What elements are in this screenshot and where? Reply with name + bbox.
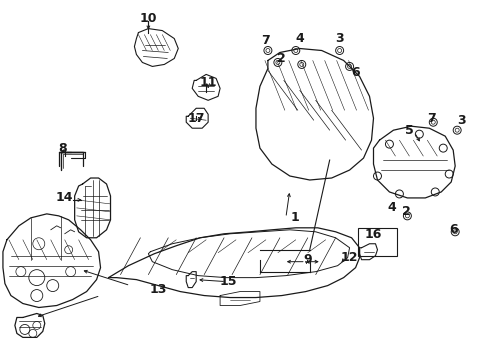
Text: 7: 7 bbox=[261, 34, 270, 47]
Text: 7: 7 bbox=[426, 112, 435, 125]
Text: 12: 12 bbox=[340, 251, 358, 264]
Text: 2: 2 bbox=[401, 205, 410, 219]
Text: 1: 1 bbox=[290, 211, 299, 224]
Text: 15: 15 bbox=[219, 275, 236, 288]
Text: 3: 3 bbox=[456, 114, 465, 127]
Text: 17: 17 bbox=[187, 112, 204, 125]
Text: 10: 10 bbox=[140, 12, 157, 25]
Text: 2: 2 bbox=[277, 52, 285, 65]
Text: 13: 13 bbox=[149, 283, 167, 296]
Text: 16: 16 bbox=[364, 228, 382, 241]
Text: 4: 4 bbox=[386, 201, 395, 215]
Text: 14: 14 bbox=[56, 192, 73, 204]
Text: 11: 11 bbox=[199, 76, 217, 89]
Text: 4: 4 bbox=[295, 32, 304, 45]
Text: 3: 3 bbox=[335, 32, 343, 45]
Text: 6: 6 bbox=[350, 66, 359, 79]
Text: 8: 8 bbox=[58, 141, 67, 155]
Text: 5: 5 bbox=[404, 124, 413, 137]
Bar bbox=[357, 228, 397, 256]
Text: 9: 9 bbox=[303, 253, 311, 266]
Text: 6: 6 bbox=[448, 223, 457, 236]
